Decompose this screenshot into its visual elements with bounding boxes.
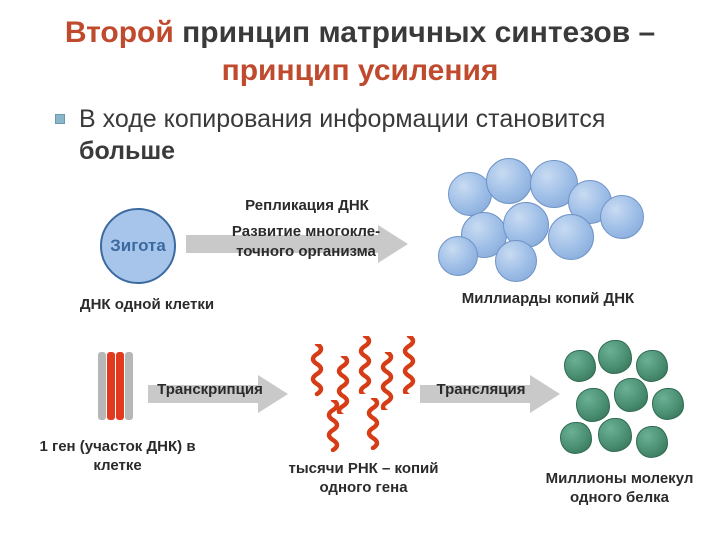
dna-copy-ball (600, 195, 644, 239)
rna-squiggle-icon (308, 344, 326, 400)
gene-strand-grey (98, 352, 106, 420)
title-highlight-1: Второй (65, 16, 174, 49)
zygote-label: Зигота (110, 237, 166, 256)
protein-blob (598, 418, 632, 452)
slide-title: Второй принцип матричных синтезов – прин… (0, 0, 720, 97)
dna-copy-ball (486, 158, 532, 204)
arrow-label-translation: Трансляция (426, 380, 536, 400)
caption-one-gene: 1 ген (участок ДНК) в клетке (30, 438, 205, 476)
protein-blob (614, 378, 648, 412)
title-highlight-2: принцип усиления (222, 54, 499, 87)
bullet-text: В ходе копирования информации становится (79, 105, 605, 133)
caption-rna-copies: тысячи РНК – копий одного гена (276, 460, 451, 498)
arrow-label-transcription: Транскрипция (150, 380, 270, 400)
gene-strand-red (116, 352, 124, 420)
bullet-bold: больше (79, 137, 175, 165)
caption-dna-one-cell: ДНК одной клетки (72, 296, 222, 315)
gene-strand-grey (125, 352, 133, 420)
rna-squiggle-icon (324, 400, 342, 452)
rna-squiggle-icon (356, 336, 374, 394)
zygote-cell: Зигота (100, 208, 176, 284)
arrow-label-replication-line2: Развитие многокле-точного организма (206, 222, 406, 261)
dna-copy-ball (438, 236, 478, 276)
dna-copy-ball (495, 240, 537, 282)
bullet-square-icon (55, 114, 65, 124)
protein-blob (598, 340, 632, 374)
protein-blob (560, 422, 592, 454)
title-text-mid: принцип матричных синтезов – (174, 16, 655, 49)
protein-blob (576, 388, 610, 422)
protein-blob (636, 350, 668, 382)
protein-blob (636, 426, 668, 458)
arrow-label-replication-line1: Репликация ДНК (212, 196, 402, 216)
gene-strand-red (107, 352, 115, 420)
caption-billions-dna: Миллиарды копий ДНК (448, 290, 648, 309)
rna-squiggle-icon (400, 336, 418, 394)
dna-copy-ball (548, 214, 594, 260)
protein-blob (564, 350, 596, 382)
caption-protein-millions: Миллионы молекул одного белка (532, 470, 707, 508)
bullet-line: В ходе копирования информации становится… (0, 97, 720, 177)
bullet-text-wrap: В ходе копирования информации становится… (79, 103, 678, 167)
rna-squiggle-icon (364, 398, 382, 450)
protein-blob (652, 388, 684, 420)
